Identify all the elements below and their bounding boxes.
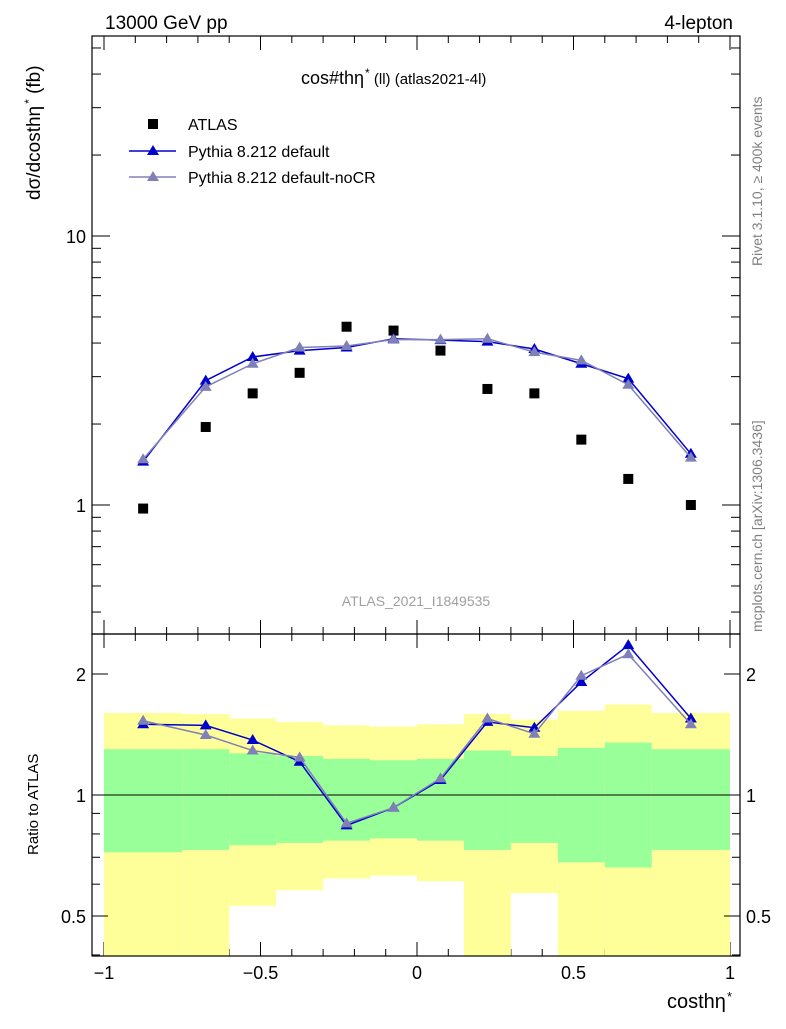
ratio-point-2 <box>528 727 541 738</box>
ratio-band-green <box>104 749 183 853</box>
ratio-band-green <box>370 760 417 839</box>
ratio-point-2 <box>293 751 306 762</box>
data-point-atlas <box>529 388 540 399</box>
ratio-point-1 <box>622 639 635 650</box>
series-point-2 <box>528 346 541 357</box>
ratio-point-2 <box>340 817 353 828</box>
x-tick-label: −0.5 <box>243 963 279 983</box>
data-point-atlas <box>576 434 587 445</box>
ratio-tick-label-right: 2 <box>746 665 756 685</box>
series-point-2 <box>434 333 447 344</box>
legend-label-nocr: Pythia 8.212 default-noCR <box>188 170 376 187</box>
ratio-point-2 <box>137 714 150 725</box>
legend-marker-default <box>147 145 159 155</box>
series-point-2 <box>293 341 306 352</box>
data-point-atlas <box>341 321 352 332</box>
ratio-tick-label-left: 0.5 <box>61 907 86 927</box>
ratio-tick-label-left: 2 <box>76 665 86 685</box>
series-point-1 <box>199 374 212 385</box>
analysis-id: ATLAS_2021_I1849535 <box>342 593 491 609</box>
ratio-point-2 <box>575 669 588 680</box>
series-point-2 <box>684 451 697 462</box>
data-point-atlas <box>623 473 634 484</box>
data-point-atlas <box>138 503 149 514</box>
ratio-point-1 <box>575 676 588 687</box>
ratio-band-green <box>510 756 558 843</box>
ratio-band-green <box>276 756 324 843</box>
legend: ATLAS Pythia 8.212 default Pythia 8.212 … <box>129 117 376 187</box>
legend-label-atlas: ATLAS <box>188 117 238 134</box>
legend-marker-nocr <box>147 171 159 181</box>
ratio-band-green <box>463 750 511 850</box>
legend-label-default: Pythia 8.212 default <box>188 144 330 161</box>
y-tick-label: 10 <box>66 227 86 247</box>
x-tick-label: 0.5 <box>561 963 586 983</box>
x-tick-label: 1 <box>725 963 735 983</box>
series-point-1 <box>246 350 259 361</box>
ratio-band-green <box>229 753 277 846</box>
ratio-point-2 <box>481 712 494 723</box>
plot-title: cos#thη* (ll) (atlas2021-4l) <box>301 66 486 88</box>
data-point-atlas <box>435 345 446 356</box>
mcplots-label: mcplots.cern.ch [arXiv:1306.3436] <box>749 420 765 632</box>
series-point-2 <box>137 453 150 464</box>
ratio-axis-label: Ratio to ATLAS <box>25 754 42 855</box>
series-point-2 <box>340 340 353 351</box>
data-point-atlas <box>388 325 399 336</box>
header-channel: 4-lepton <box>664 13 733 34</box>
ratio-point-2 <box>684 718 697 729</box>
ratio-band-green <box>604 742 652 868</box>
ratio-point-2 <box>199 729 212 740</box>
y-axis-label: dσ/dcosthη* (fb) <box>22 65 45 200</box>
ratio-point-1 <box>246 734 259 745</box>
ratio-tick-label-right: 0.5 <box>746 907 771 927</box>
ratio-plot: −1 −0.5 0 0.5 1 0.5 0.5 1 1 2 2 <box>61 633 771 983</box>
series-point-1 <box>622 372 635 383</box>
legend-marker-atlas <box>148 119 158 129</box>
x-axis-label: costhη* <box>667 989 732 1014</box>
ratio-tick-label-left: 1 <box>76 786 86 806</box>
ratio-band-green <box>651 749 730 850</box>
x-tick-label: −1 <box>94 963 115 983</box>
header-energy: 13000 GeV pp <box>105 13 228 34</box>
ratio-point-2 <box>246 744 259 755</box>
main-plot: 1 10 <box>66 35 741 956</box>
series-point-2 <box>387 333 400 344</box>
series-point-2 <box>481 332 494 343</box>
data-point-atlas <box>685 500 696 510</box>
series-line-1 <box>142 337 692 463</box>
ratio-line-2 <box>142 653 692 825</box>
series-line-2 <box>142 337 692 460</box>
ratio-band-green <box>557 747 605 863</box>
data-point-atlas <box>200 421 211 432</box>
ratio-point-2 <box>622 648 635 659</box>
ratio-tick-label-right: 1 <box>746 786 756 806</box>
data-point-atlas <box>482 383 493 394</box>
series-point-2 <box>246 357 259 368</box>
series-point-2 <box>622 378 635 389</box>
ratio-band-green <box>417 758 464 841</box>
data-point-atlas <box>247 388 258 399</box>
rivet-label: Rivet 3.1.10, ≥ 400k events <box>749 96 765 266</box>
ratio-point-1 <box>199 719 212 730</box>
y-tick-label: 1 <box>76 496 86 516</box>
x-tick-label: 0 <box>412 963 422 983</box>
ratio-band-green <box>182 749 230 850</box>
series-point-2 <box>575 354 588 365</box>
ratio-point-2 <box>387 801 400 812</box>
data-point-atlas <box>294 367 305 378</box>
ratio-point-2 <box>434 772 447 783</box>
series-point-2 <box>199 380 212 391</box>
